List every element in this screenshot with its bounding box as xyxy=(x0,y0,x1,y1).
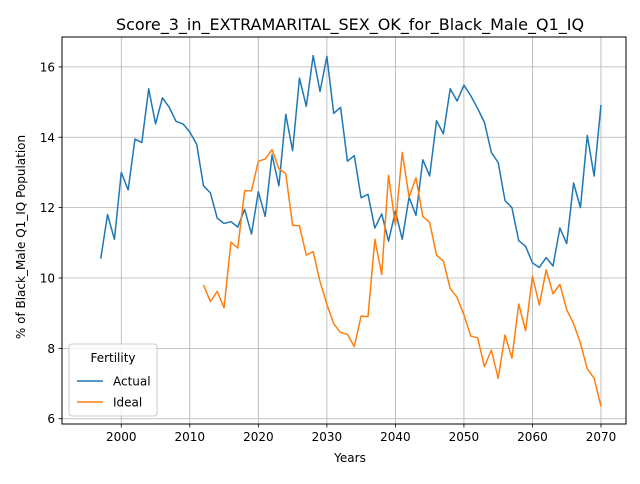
y-tick-label: 14 xyxy=(40,131,55,145)
x-tick-label: 2030 xyxy=(312,430,343,444)
series-lines xyxy=(99,54,602,407)
legend-label-actual: Actual xyxy=(113,375,151,389)
x-tick-label: 2060 xyxy=(517,430,548,444)
x-axis: 2000 2010 2020 2030 2040 2050 2060 2070 xyxy=(106,424,616,444)
y-tick-label: 10 xyxy=(40,271,55,285)
x-axis-label: Years xyxy=(333,451,366,465)
legend-title: Fertility xyxy=(90,351,135,365)
x-tick-label: 2040 xyxy=(380,430,411,444)
y-axis-label: % of Black_Male Q1_IQ Population xyxy=(14,135,28,339)
y-tick-label: 12 xyxy=(40,201,55,215)
x-tick-label: 2000 xyxy=(106,430,137,444)
y-tick-label: 6 xyxy=(47,412,55,426)
y-axis: 6 8 10 12 14 16 xyxy=(40,60,62,426)
plot-frame xyxy=(61,36,627,425)
x-tick-label: 2010 xyxy=(175,430,206,444)
legend: Fertility Actual Ideal xyxy=(68,343,158,417)
x-tick-label: 2020 xyxy=(243,430,274,444)
y-tick-label: 16 xyxy=(40,60,55,74)
legend-box xyxy=(68,343,158,417)
chart-title: Score_3_in_EXTRAMARITAL_SEX_OK_for_Black… xyxy=(116,15,584,35)
series-line-actual xyxy=(99,54,602,269)
y-tick-label: 8 xyxy=(47,342,55,356)
x-tick-label: 2050 xyxy=(449,430,480,444)
legend-label-ideal: Ideal xyxy=(113,396,142,410)
series-line-ideal xyxy=(202,148,602,407)
legend-entries: Actual Ideal xyxy=(77,375,151,410)
x-tick-label: 2070 xyxy=(586,430,617,444)
